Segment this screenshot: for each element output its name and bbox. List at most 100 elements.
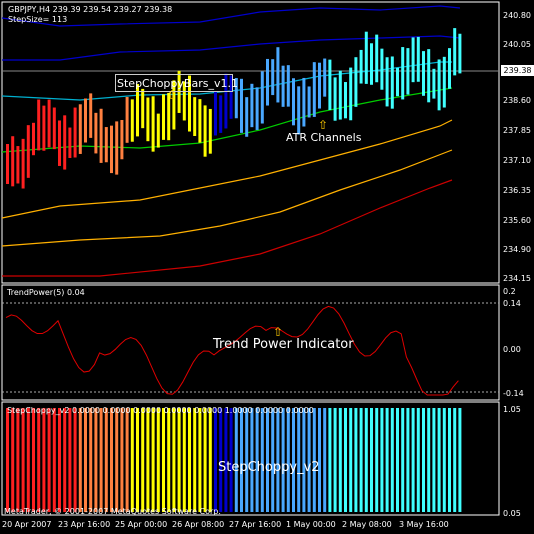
trendpower-line	[5, 305, 459, 396]
price-bar	[73, 107, 77, 158]
price-bar	[110, 125, 113, 174]
tp-tick: 0.14	[503, 299, 521, 308]
histogram-bar	[110, 408, 113, 512]
price-bar	[16, 146, 20, 184]
price-bar	[448, 48, 451, 89]
histogram-bar	[229, 408, 233, 512]
atr-channel-line	[1, 149, 453, 247]
price-bar	[229, 75, 233, 119]
histogram-bar	[333, 408, 337, 512]
tp-tick: 0.2	[503, 287, 516, 296]
price-bar	[255, 87, 259, 130]
price-bar	[94, 112, 98, 154]
price-bar	[156, 113, 160, 148]
price-bar	[11, 136, 15, 187]
histogram-bar	[260, 408, 264, 512]
histogram-bar	[328, 408, 332, 512]
price-bar	[458, 33, 462, 74]
histogram-bar	[52, 408, 56, 512]
price-bar	[240, 78, 243, 133]
histogram-bar	[286, 408, 290, 512]
price-bar	[401, 47, 405, 100]
price-tick: 234.15	[503, 274, 531, 283]
price-bar	[281, 65, 285, 107]
price-tick: 237.85	[503, 126, 531, 135]
price-bar	[151, 96, 155, 152]
histogram-bar	[219, 408, 223, 512]
price-bar	[6, 144, 9, 184]
price-bar	[203, 105, 207, 157]
price-bars	[6, 28, 462, 189]
histogram-bar	[130, 408, 134, 512]
price-tick: 234.90	[503, 245, 531, 254]
histogram-bar	[84, 408, 87, 512]
trendpower-label: TrendPower(5) 0.04	[7, 288, 85, 297]
price-bar	[37, 99, 41, 151]
main-panel-border	[1, 1, 500, 284]
price-bar	[141, 88, 145, 129]
price-bar	[380, 48, 384, 90]
price-bar	[26, 125, 30, 178]
histogram-bar	[214, 408, 217, 512]
histogram-bar	[370, 408, 373, 512]
histogram-bar	[344, 408, 347, 512]
price-bar	[21, 138, 25, 189]
price-tick: 235.60	[503, 216, 531, 225]
histogram-bar	[432, 408, 436, 512]
histogram-bar	[234, 408, 238, 512]
trendpower-series	[5, 305, 459, 396]
histogram-bar	[442, 408, 446, 512]
histogram-bar	[375, 408, 379, 512]
price-bar	[453, 28, 457, 76]
price-tick: 237.10	[503, 156, 531, 165]
price-bar	[292, 78, 295, 126]
price-bar	[266, 58, 269, 106]
copyright-text: MetaTrader, © 2001-2007 MetaQuotes Softw…	[4, 507, 221, 516]
price-bar	[333, 77, 337, 121]
price-bar	[297, 86, 301, 135]
histogram-bar	[312, 408, 316, 512]
price-bar	[276, 47, 280, 103]
up-arrow-icon: ⇧	[167, 88, 178, 102]
atr-channel-line	[2, 35, 461, 61]
trendpower-annotation: Trend Power Indicator	[213, 337, 354, 352]
price-bar	[219, 95, 223, 133]
atr-channel-line	[1, 5, 461, 27]
price-bar	[47, 99, 51, 148]
histogram-bar	[115, 408, 119, 512]
histogram-bar	[422, 408, 425, 512]
histogram-bar	[26, 408, 30, 512]
price-bar	[63, 115, 67, 170]
price-bar	[99, 108, 103, 163]
price-bar	[271, 59, 275, 96]
histogram-bar	[162, 408, 165, 512]
price-bar	[406, 48, 410, 95]
histogram-bar	[385, 408, 389, 512]
atr-channel-line	[1, 119, 453, 219]
histogram-bar	[250, 408, 254, 512]
price-bar	[125, 96, 129, 143]
histogram-bar	[240, 408, 243, 512]
price-bar	[328, 59, 332, 111]
histogram-bar	[224, 408, 228, 512]
price-bar	[396, 67, 399, 97]
atr-channel-line	[1, 61, 452, 101]
price-bar	[390, 56, 394, 109]
histogram-bar	[390, 408, 394, 512]
histogram-bar	[448, 408, 451, 512]
price-tick: 238.60	[503, 96, 531, 105]
price-bar	[416, 36, 420, 82]
price-bar	[146, 97, 150, 142]
price-bar	[302, 77, 306, 127]
tp-tick: -0.14	[503, 389, 524, 398]
histogram-bar	[453, 408, 457, 512]
histogram-bar	[318, 408, 321, 512]
trendpower-panel-border	[1, 284, 500, 401]
atr-channels-annotation: ATR Channels	[286, 131, 362, 144]
histogram-bar	[208, 408, 212, 512]
histogram-bar	[141, 408, 145, 512]
price-bar	[68, 127, 72, 158]
price-bar	[354, 57, 358, 107]
stepchoppy-annotation: StepChoppy_v2	[218, 460, 320, 475]
histogram-bar	[364, 408, 368, 512]
